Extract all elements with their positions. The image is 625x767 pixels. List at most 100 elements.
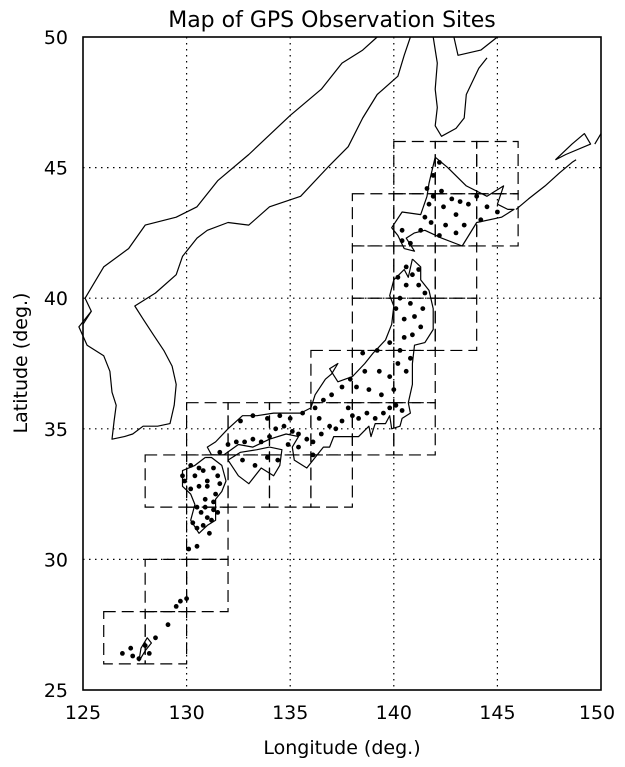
- y-tick-label: 50: [44, 27, 68, 49]
- gps-site-marker: [416, 282, 422, 288]
- map-title: Map of GPS Observation Sites: [168, 8, 496, 33]
- gps-site-marker: [304, 436, 310, 442]
- gps-site-marker: [484, 204, 490, 210]
- gps-site-marker: [350, 413, 355, 419]
- gps-site-marker: [265, 416, 270, 421]
- site-region-box: [393, 297, 436, 352]
- y-tick-label: 40: [44, 288, 68, 310]
- gps-site-marker: [165, 622, 171, 628]
- x-axis-label: Longitude (deg.): [263, 737, 420, 759]
- gps-site-marker: [356, 416, 361, 421]
- gps-site-marker: [376, 368, 382, 374]
- coastlines: [78, 36, 602, 662]
- gps-site-marker: [213, 491, 219, 497]
- gps-site-marker: [296, 444, 301, 450]
- gps-site-marker: [318, 431, 324, 437]
- gps-site-marker: [412, 314, 417, 319]
- gps-site-marker: [439, 188, 444, 194]
- gps-site-marker: [418, 324, 424, 330]
- gps-site-marker: [395, 361, 401, 366]
- x-tick-label: 135: [272, 702, 308, 724]
- gps-site-marker: [422, 214, 428, 220]
- x-tick-label: 125: [65, 702, 101, 724]
- y-tick-label: 25: [44, 680, 68, 702]
- plot-frame: [82, 36, 602, 691]
- gps-site-marker: [204, 483, 210, 489]
- coastline: [82, 36, 378, 325]
- site-region-box: [393, 193, 436, 247]
- gps-site-marker: [120, 651, 125, 656]
- site-region-box: [393, 349, 436, 404]
- site-region-box: [186, 558, 229, 613]
- gps-site-marker: [182, 478, 187, 484]
- gps-site-marker: [416, 267, 422, 272]
- gps-site-marker: [354, 384, 359, 390]
- gps-site-marker: [136, 656, 142, 662]
- gps-site-marker: [403, 282, 409, 288]
- gps-site-marker: [418, 227, 424, 233]
- gps-site-marker: [399, 408, 405, 413]
- gps-site-marker: [372, 416, 378, 421]
- gps-site-marker: [180, 473, 185, 479]
- gps-site-marker: [296, 431, 301, 437]
- gps-site-marker: [387, 340, 393, 345]
- gps-site-marker: [379, 392, 384, 398]
- site-region-box: [186, 402, 229, 456]
- gps-site-marker: [364, 410, 370, 416]
- gps-site-marker: [360, 350, 366, 356]
- gps-site-marker: [410, 332, 415, 338]
- gps-site-marker: [233, 439, 239, 445]
- gps-site-marker: [225, 442, 231, 447]
- gps-site-marker: [273, 426, 279, 432]
- gps-site-marker: [333, 426, 339, 432]
- gps-site-marker: [426, 201, 432, 207]
- coastline: [594, 133, 602, 145]
- gps-site-marker: [474, 193, 480, 199]
- y-tick-label: 45: [44, 158, 68, 180]
- y-axis-label: Latitude (deg.): [10, 293, 32, 434]
- gps-site-marker: [408, 240, 413, 246]
- site-region-box: [351, 193, 395, 247]
- x-tick-label: 145: [479, 702, 515, 724]
- gps-site-marker: [130, 653, 136, 659]
- gps-site-marker: [184, 596, 190, 601]
- y-tick-label: 30: [44, 549, 68, 571]
- gps-site-marker: [277, 413, 283, 419]
- y-tick-label: 35: [44, 419, 68, 441]
- gps-site-marker: [430, 173, 436, 178]
- gps-site-marker: [461, 222, 467, 228]
- gps-site-marker: [495, 209, 500, 215]
- gps-site-marker: [391, 387, 397, 392]
- site-region-box: [393, 140, 436, 195]
- gps-site-marker: [395, 274, 401, 280]
- site-region-box: [227, 454, 271, 508]
- graticule-grid: [83, 37, 601, 690]
- gps-site-marker: [202, 504, 208, 510]
- site-region-box: [434, 140, 478, 195]
- gps-site-marker: [258, 439, 264, 445]
- gps-site-marker: [399, 238, 405, 244]
- gps-site-marker: [362, 368, 368, 374]
- gps-site-marker: [422, 290, 428, 296]
- gps-site-marker: [198, 510, 204, 515]
- gps-site-marker: [310, 452, 316, 458]
- gps-site-marker: [192, 473, 198, 479]
- gps-site-marker: [153, 635, 158, 641]
- gps-site-marker: [345, 405, 351, 411]
- gps-site-marker: [188, 486, 194, 492]
- gps-site-marker: [238, 418, 243, 424]
- gps-site-marker: [200, 523, 206, 528]
- gps-site-marker: [453, 230, 459, 236]
- gps-site-marker: [339, 418, 345, 424]
- gps-site-marker: [178, 598, 183, 604]
- gps-site-marker: [443, 222, 448, 228]
- gps-site-marker: [403, 264, 409, 270]
- gps-site-marker: [478, 217, 484, 223]
- gps-site-marker: [252, 463, 258, 468]
- coastline: [453, 36, 498, 56]
- site-region-box: [310, 349, 353, 404]
- gps-site-marker: [387, 374, 393, 379]
- gps-site-marker: [381, 410, 386, 416]
- gps-site-marker: [194, 525, 200, 531]
